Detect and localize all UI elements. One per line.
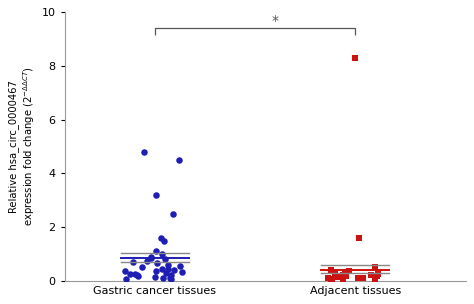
Point [152,268,159,273]
Point [164,262,172,267]
Point [121,269,129,274]
Point [126,271,134,276]
Point [367,273,374,278]
Point [144,258,151,263]
Point [140,150,148,154]
Y-axis label: Relative hsa_circ_0000467
expression fold change ($2^{-\Delta\Delta CT}$): Relative hsa_circ_0000467 expression fol… [9,67,37,226]
Point [324,276,332,281]
Point [371,265,378,270]
Point [339,272,347,277]
Point [158,251,166,256]
Point [339,277,347,282]
Point [164,266,172,271]
Point [152,249,159,254]
Point [160,238,168,243]
Point [178,270,186,275]
Point [138,265,146,270]
Point [147,256,155,261]
Point [327,278,335,283]
Point [162,257,169,262]
Point [167,277,175,282]
Point [152,192,160,197]
Point [328,277,336,282]
Point [167,272,174,277]
Point [359,275,367,280]
Point [341,271,349,276]
Point [327,268,335,272]
Text: *: * [272,15,279,29]
Point [122,276,130,281]
Point [355,275,362,280]
Point [135,274,142,279]
Point [154,261,161,266]
Point [373,274,381,279]
Point [345,269,353,274]
Point [334,274,341,279]
Point [374,272,382,277]
Point [162,270,170,275]
Point [133,273,140,278]
Point [176,264,184,268]
Point [159,276,167,281]
Point [176,157,183,162]
Point [371,276,379,281]
Point [147,254,155,259]
Point [371,275,378,280]
Point [131,272,139,277]
Point [169,211,177,216]
Point [157,235,164,240]
Point [343,274,350,278]
Point [158,267,165,272]
Point [151,274,158,279]
Point [356,235,363,240]
Point [352,56,359,60]
Point [129,260,137,264]
Point [331,270,339,275]
Point [170,268,177,272]
Point [166,275,173,280]
